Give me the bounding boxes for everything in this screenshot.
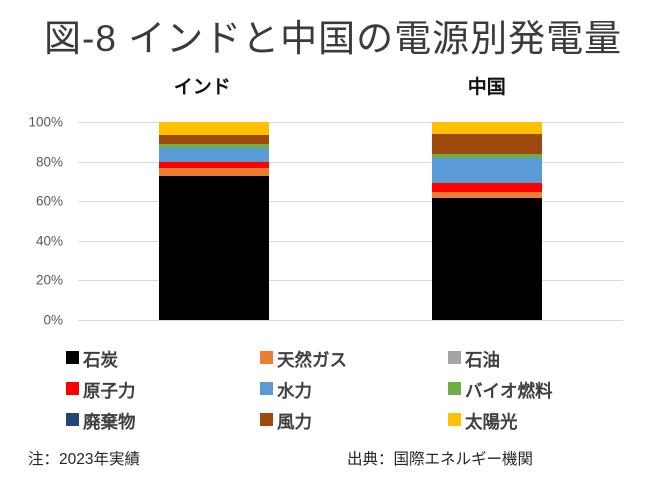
legend-item-wind: 風力	[260, 409, 448, 434]
bar-segment-gas	[431, 192, 542, 199]
gridline	[78, 161, 623, 163]
chart-title: 図-8 インドと中国の電源別発電量	[44, 18, 623, 59]
legend-swatch-gas	[260, 351, 273, 364]
bar-segment-gas	[159, 167, 270, 177]
y-axis-tick-label: 100%	[28, 114, 63, 130]
legend-label-solar: 太陽光	[465, 412, 518, 432]
bar-segment-wind	[159, 134, 270, 145]
legend-label-nuclear: 原子力	[83, 381, 136, 401]
legend-label-oil: 石油	[465, 350, 500, 370]
legend: 石炭 天然ガス 石油原子力 水力 バイオ燃料廃棄物 風力 太陽光	[66, 347, 618, 434]
legend-item-nuclear: 原子力	[66, 378, 260, 403]
plot-area	[78, 122, 623, 321]
legend-item-waste: 廃棄物	[66, 409, 260, 434]
bar-segment-coal	[431, 198, 542, 320]
y-axis: 0% 20% 40% 60% 80% 100%	[0, 115, 63, 328]
gridline	[78, 280, 623, 282]
legend-swatch-solar	[448, 413, 461, 426]
legend-item-coal: 石炭	[66, 347, 260, 372]
legend-item-gas: 天然ガス	[260, 347, 448, 372]
bar-segment-biofuel	[159, 144, 270, 148]
legend-item-oil: 石油	[448, 347, 618, 372]
legend-swatch-oil	[448, 351, 461, 364]
footnote: 注：2023年実績	[28, 451, 140, 468]
bar-segment-coal	[159, 176, 270, 320]
gridline	[78, 201, 623, 203]
legend-label-waste: 廃棄物	[83, 412, 136, 432]
category-header-india: インド	[173, 77, 231, 98]
y-axis-tick-label: 80%	[35, 154, 63, 170]
bar-segment-nuclear	[431, 183, 542, 193]
legend-swatch-coal	[66, 351, 79, 364]
bar-segment-hydro	[431, 157, 542, 184]
bar-segment-hydro	[159, 147, 270, 162]
category-header-china: 中国	[467, 77, 506, 98]
legend-swatch-nuclear	[66, 382, 79, 395]
legend-swatch-hydro	[260, 382, 273, 395]
stacked-bar-india	[159, 122, 270, 320]
bar-segment-wind	[431, 133, 542, 154]
legend-item-biofuel: バイオ燃料	[448, 378, 618, 403]
legend-label-gas: 天然ガス	[277, 350, 347, 370]
y-axis-tick-label: 40%	[35, 233, 63, 249]
bar-segment-biofuel	[431, 153, 542, 158]
gridline	[78, 320, 623, 321]
bar-segment-solar	[159, 122, 270, 135]
gridline	[78, 122, 623, 123]
legend-swatch-biofuel	[448, 382, 461, 395]
bar-segment-solar	[431, 122, 542, 134]
legend-swatch-waste	[66, 413, 79, 426]
y-axis-tick-label: 60%	[35, 193, 63, 209]
legend-label-wind: 風力	[277, 412, 312, 432]
stacked-bar-china	[431, 122, 542, 320]
bar-segment-nuclear	[159, 161, 270, 168]
legend-label-hydro: 水力	[277, 381, 312, 401]
source-note: 出典：国際エネルギー機関	[347, 451, 534, 468]
y-axis-tick-label: 20%	[35, 272, 63, 288]
y-axis-tick-label: 0%	[43, 312, 63, 328]
legend-item-hydro: 水力	[260, 378, 448, 403]
legend-label-coal: 石炭	[83, 350, 118, 370]
legend-item-solar: 太陽光	[448, 409, 618, 434]
legend-label-biofuel: バイオ燃料	[465, 381, 553, 401]
legend-swatch-wind	[260, 413, 273, 426]
gridline	[78, 240, 623, 242]
